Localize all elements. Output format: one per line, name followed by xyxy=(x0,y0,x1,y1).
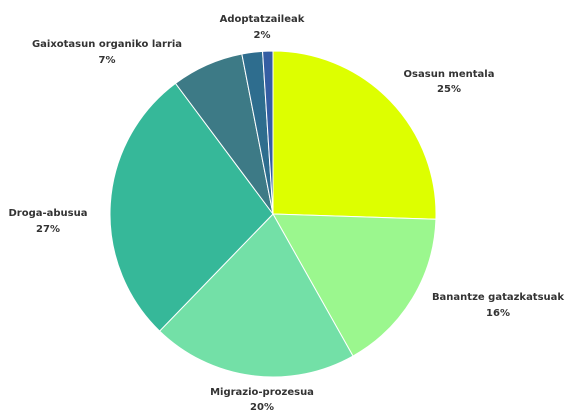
pct-adoptatzaileak: 2% xyxy=(254,30,271,41)
pie-slice-migrazio-prozesua xyxy=(158,213,354,378)
slice-labels: Osasun mentala 25% Banantze gatazkatsuak… xyxy=(8,14,564,412)
pct-osasun-mentala: 25% xyxy=(437,84,461,95)
label-osasun-mentala: Osasun mentala xyxy=(404,69,495,80)
label-gaixotasun-organiko-larria: Gaixotasun organiko larria xyxy=(32,39,182,50)
pct-gaixotasun-organiko-larria: 7% xyxy=(99,55,116,66)
pct-droga-abusua: 27% xyxy=(36,224,60,235)
label-adoptatzaileak: Adoptatzaileak xyxy=(220,14,305,25)
label-banantze-gatazkatsuak: Banantze gatazkatsuak xyxy=(432,292,564,303)
pie-slice-osasun-mentala xyxy=(272,50,437,220)
pie-slice-banantze-gatazkatsuak xyxy=(272,213,437,357)
pct-banantze-gatazkatsuak: 16% xyxy=(486,308,510,319)
label-droga-abusua: Droga-abusua xyxy=(8,208,87,219)
pie-slices xyxy=(109,50,437,378)
pct-migrazio-prozesua: 20% xyxy=(250,402,274,412)
pie-slice-other xyxy=(262,50,274,215)
label-migrazio-prozesua: Migrazio-prozesua xyxy=(210,387,314,398)
pie-slice-droga-abusua xyxy=(109,82,274,332)
